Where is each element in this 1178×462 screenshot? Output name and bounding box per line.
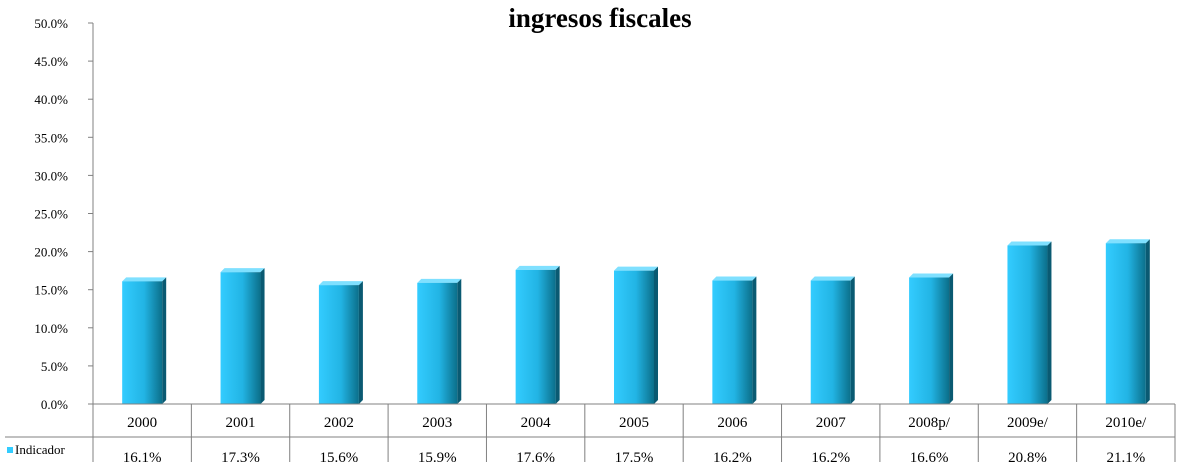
legend-label: Indicador [15, 442, 65, 457]
bar-top [220, 268, 265, 273]
bar-front [417, 282, 458, 404]
bar [417, 278, 462, 404]
y-tick-label: 15.0% [34, 283, 68, 298]
data-value-label: 16.2% [713, 450, 752, 462]
x-tick-label: 2005 [619, 415, 649, 431]
x-tick-label: 2009e/ [1007, 415, 1049, 431]
bar-side [260, 268, 265, 404]
x-tick-label: 2002 [324, 415, 354, 431]
bar [220, 268, 265, 404]
bar [810, 276, 855, 404]
bar-front [1007, 245, 1048, 404]
data-value-label: 15.6% [320, 450, 359, 462]
bar-front [1105, 243, 1146, 404]
y-tick-label: 20.0% [34, 245, 68, 260]
y-tick-label: 35.0% [34, 130, 68, 145]
bar [515, 265, 560, 404]
y-tick-label: 30.0% [34, 168, 68, 183]
bar-front [810, 280, 851, 404]
legend-swatch [7, 447, 13, 453]
x-tick-label: 2010e/ [1105, 415, 1147, 431]
bar-side [654, 266, 658, 404]
x-tick-label: 2003 [422, 415, 452, 431]
bar [318, 281, 363, 404]
data-value-label: 17.5% [615, 450, 654, 462]
data-value-label: 20.8% [1008, 450, 1047, 462]
bar-side [358, 281, 363, 404]
bar-top [909, 273, 954, 278]
bar-front [712, 280, 753, 404]
y-tick-label: 0.0% [41, 397, 68, 412]
bar-side [555, 265, 560, 404]
bar-side [850, 276, 855, 404]
y-tick-label: 40.0% [34, 92, 68, 107]
bar-top [712, 276, 757, 281]
bar-front [220, 272, 261, 404]
bar-side [1047, 241, 1052, 404]
bar-top [614, 266, 658, 271]
bar-side [1145, 239, 1150, 404]
bar-top [810, 276, 855, 281]
bar-top [122, 277, 167, 282]
bar-front [122, 281, 163, 404]
bar-front [909, 277, 950, 404]
bar [909, 273, 954, 404]
bar [614, 266, 658, 404]
data-value-label: 17.3% [221, 450, 260, 462]
bar-front [614, 270, 654, 404]
data-value-label: 16.6% [910, 450, 949, 462]
data-value-label: 21.1% [1106, 450, 1145, 462]
x-tick-label: 2001 [226, 415, 256, 431]
bar-side [162, 277, 167, 404]
data-value-label: 17.6% [516, 450, 555, 462]
bar-front [318, 285, 359, 404]
y-tick-label: 5.0% [41, 359, 68, 374]
data-value-label: 16.2% [811, 450, 850, 462]
y-tick-label: 45.0% [34, 54, 68, 69]
bar-top [515, 265, 560, 270]
bar-top [1007, 241, 1052, 246]
data-value-label: 16.1% [123, 450, 162, 462]
bar [712, 276, 757, 404]
x-tick-label: 2004 [521, 415, 552, 431]
x-tick-label: 2008p/ [908, 415, 951, 431]
x-tick-label: 2000 [127, 415, 157, 431]
bar-top [318, 281, 363, 286]
bar [122, 277, 167, 404]
y-tick-label: 50.0% [34, 16, 68, 31]
bar [1105, 239, 1150, 404]
bar-top [417, 278, 462, 283]
y-tick-label: 10.0% [34, 321, 68, 336]
bar-side [949, 273, 954, 404]
bar-front [515, 269, 556, 404]
bar [1007, 241, 1052, 404]
chart-title: ingresos fiscales [508, 3, 691, 33]
data-value-label: 15.9% [418, 450, 457, 462]
bar-side [752, 276, 757, 404]
x-tick-label: 2007 [816, 415, 847, 431]
x-tick-label: 2006 [717, 415, 748, 431]
bar-top [1105, 239, 1150, 244]
y-tick-label: 25.0% [34, 207, 68, 222]
bar-side [457, 278, 462, 404]
